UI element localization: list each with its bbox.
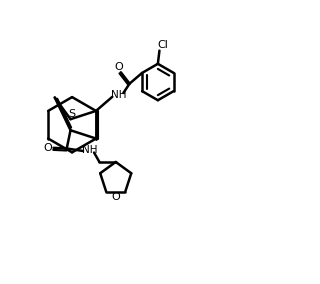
Text: O: O <box>115 62 124 72</box>
Text: O: O <box>111 192 120 202</box>
Text: O: O <box>43 143 52 153</box>
Text: S: S <box>68 108 75 118</box>
Text: NH: NH <box>111 90 126 100</box>
Text: Cl: Cl <box>157 40 168 50</box>
Text: NH: NH <box>82 145 97 155</box>
